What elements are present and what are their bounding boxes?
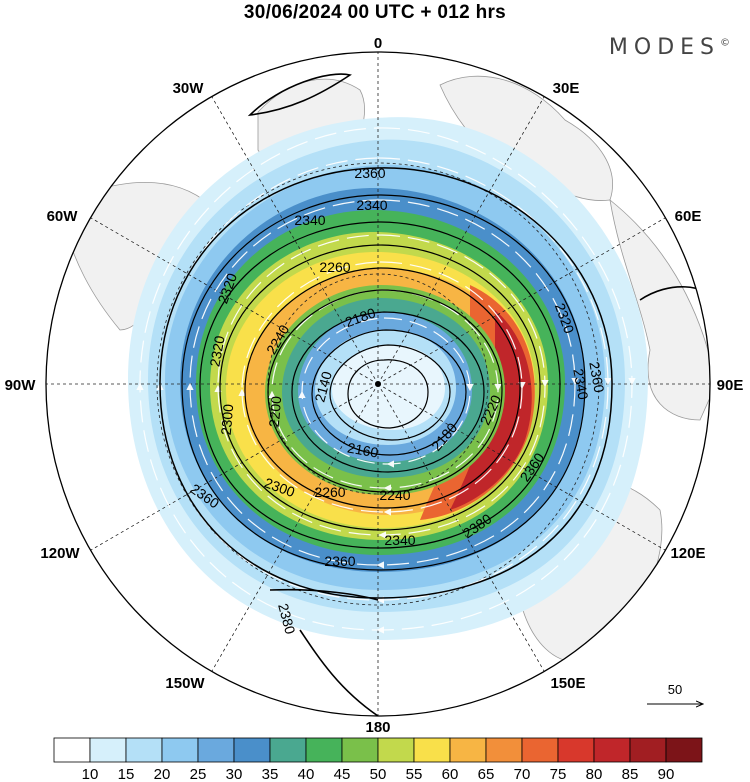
meridian-label: 60W — [47, 208, 79, 225]
colorbar-tick-label: 80 — [586, 766, 603, 782]
colorbar-swatch — [377, 737, 415, 763]
contour-2140 — [347, 359, 429, 429]
colorbar-swatch — [161, 737, 199, 763]
colorbar-tick-label: 25 — [190, 766, 207, 782]
colorbar-tick-label: 40 — [298, 766, 315, 782]
contour-label: 2160 — [346, 439, 380, 460]
contour-label: 2340 — [570, 367, 591, 401]
meridian-label: 0 — [374, 35, 382, 52]
contour-label: 2340 — [294, 212, 325, 228]
contour-2340 — [181, 194, 586, 571]
meridian-label: 120W — [40, 545, 80, 562]
meridian-label: 60E — [675, 208, 702, 225]
contour-label: 2300 — [218, 403, 237, 436]
contour-label: 2360 — [586, 360, 607, 394]
meridian-label: 90E — [717, 377, 744, 394]
colorbar-swatch — [341, 737, 379, 763]
meridian-label: 180 — [365, 719, 390, 736]
colorbar-tick-label: 90 — [658, 766, 675, 782]
brand-logo: MODES© — [609, 35, 730, 60]
colorbar-swatch — [593, 737, 631, 763]
colorbar-tick-label: 85 — [622, 766, 639, 782]
contour-label: 2340 — [384, 532, 415, 548]
contour-2380-east — [639, 286, 710, 301]
contour-label: 2380 — [275, 602, 299, 636]
colorbar-swatch — [449, 737, 487, 763]
contour-label: 2360 — [324, 553, 355, 569]
contour-2240 — [267, 289, 503, 493]
contour-2380-north — [247, 73, 352, 117]
land-asia-east — [609, 199, 710, 421]
meridian-label: 30W — [173, 80, 205, 97]
colorbar-swatch — [197, 737, 235, 763]
colorbar-swatch — [413, 737, 451, 763]
colorbar: 10 15 20 25 30 35 40 45 50 55 60 65 70 75 80 85 90 — [53, 737, 703, 782]
contour-2300 — [219, 244, 541, 531]
meridian-label: 90W — [5, 377, 37, 394]
colorbar-tick-label: 10 — [82, 766, 99, 782]
colorbar-tick-label: 50 — [370, 766, 387, 782]
chart-title: 30/06/2024 00 UTC + 012 hrs — [243, 2, 507, 23]
contour-label: 2140 — [311, 369, 335, 403]
colorbar-swatch — [125, 737, 163, 763]
colorbar-swatch — [485, 737, 523, 763]
meridian-label: 30E — [553, 80, 580, 97]
colorbar-swatch — [53, 737, 91, 763]
meridian-labels: 0 30E 60E 90E 120E 150E 180 150W 120W 90… — [5, 35, 744, 736]
north-pole-marker — [375, 381, 381, 387]
colorbar-tick-label: 20 — [154, 766, 171, 782]
colorbar-tick-label: 55 — [406, 766, 423, 782]
colorbar-tick-label: 35 — [262, 766, 279, 782]
brand-name: MODES — [608, 35, 720, 60]
reference-vector-label: 50 — [668, 682, 682, 697]
contour-2180 — [311, 329, 467, 456]
contour-label: 2260 — [319, 259, 350, 275]
height-contours — [159, 73, 710, 716]
contour-label: 2260 — [314, 484, 345, 500]
contour-2200 — [291, 311, 485, 473]
colorbar-swatch — [305, 737, 343, 763]
map-boundary — [45, 51, 711, 717]
colorbar-tick-label: 45 — [334, 766, 351, 782]
colorbar-tick-label: 30 — [226, 766, 243, 782]
colorbar-swatch — [89, 737, 127, 763]
contour-label: 2320 — [206, 334, 227, 368]
reference-vector: 50 — [647, 682, 703, 704]
contour-2360 — [159, 167, 613, 599]
colorbar-tick-label: 75 — [550, 766, 567, 782]
copyright-mark: © — [720, 37, 730, 49]
meridian-label: 150E — [550, 675, 585, 692]
colorbar-tick-label: 70 — [514, 766, 531, 782]
colorbar-tick-label: 60 — [442, 766, 459, 782]
colorbar-swatch — [233, 737, 271, 763]
colorbar-swatch — [665, 737, 703, 763]
contour-2380-south — [269, 588, 379, 716]
meridian-label: 120E — [670, 545, 705, 562]
meridian-label: 150W — [165, 675, 205, 692]
contour-label: 2240 — [379, 487, 410, 503]
colorbar-swatch — [521, 737, 559, 763]
colorbar-swatch — [269, 737, 307, 763]
contour-2260 — [244, 267, 521, 509]
contour-label: 2340 — [356, 197, 387, 213]
colorbar-swatch — [557, 737, 595, 763]
colorbar-tick-label: 65 — [478, 766, 495, 782]
contour-2160 — [329, 344, 451, 441]
contour-2320 — [199, 221, 561, 549]
colorbar-swatch — [629, 737, 667, 763]
colorbar-tick-label: 15 — [118, 766, 135, 782]
contour-label: 2360 — [354, 165, 385, 181]
contour-label: 2200 — [266, 395, 285, 428]
